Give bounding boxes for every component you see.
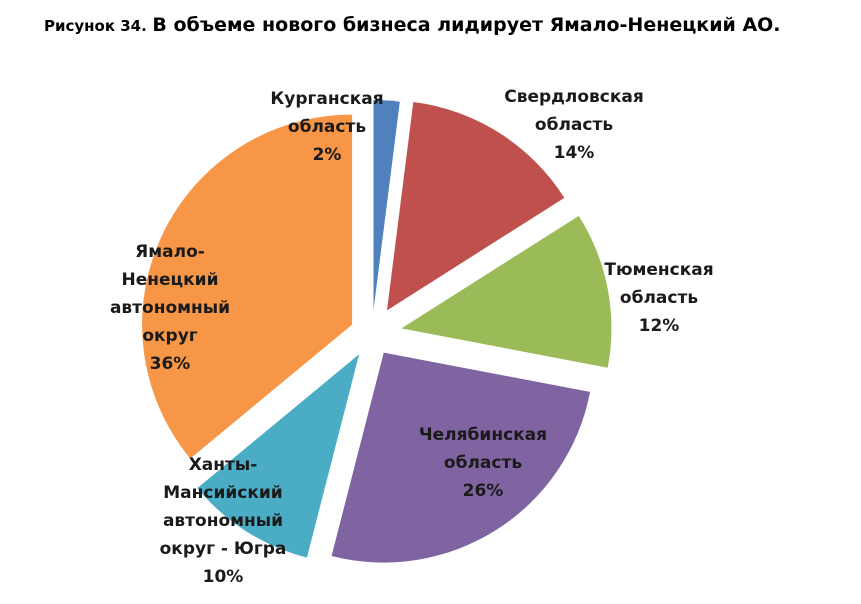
slice-label-line: автономный [110, 298, 230, 318]
slice-label: Ямало- Ненецкий автономный округ 36% [110, 242, 230, 374]
slice-label: Тюменская область 12% [604, 260, 713, 336]
slice-label-line: 26% [463, 481, 504, 501]
slice-label-line: 10% [203, 567, 244, 587]
pie-slice [197, 354, 360, 558]
slice-label-line: 14% [554, 143, 595, 163]
slice-label-line: 12% [639, 316, 680, 336]
slice-label-line: округ [142, 326, 197, 346]
slice-label-line: область [535, 115, 613, 135]
slice-label-line: Мансийский [163, 483, 282, 503]
slice-label: Челябинская область 26% [419, 425, 547, 501]
slice-label: Ханты- Мансийский автономный округ - Югра 10… [160, 455, 287, 587]
pie-slice [373, 100, 400, 311]
slice-label-line: автономный [163, 511, 283, 531]
slice-label: Курганская область 2% [270, 89, 383, 165]
slice-label-line: 2% [313, 145, 342, 165]
slice-label-line: область [288, 117, 366, 137]
pie-slice [401, 215, 612, 368]
slice-label-line: Свердловская [504, 87, 644, 107]
slice-label-line: Тюменская [604, 260, 713, 280]
figure-title: Рисунок 34. В объеме нового бизнеса лиди… [44, 14, 781, 36]
pie-slice [387, 102, 565, 311]
slice-label-line: Ямало- [135, 242, 205, 262]
slice-label-line: Ненецкий [122, 270, 219, 290]
slice-label-line: Челябинская [419, 425, 547, 445]
slice-label-line: область [444, 453, 522, 473]
slice-label-line: Ханты- [189, 455, 258, 475]
figure-caption: В объеме нового бизнеса лидирует Ямало-Н… [152, 14, 781, 36]
slice-label-line: Курганская [270, 89, 383, 109]
slice-label-line: 36% [150, 354, 191, 374]
pie-slice [142, 114, 353, 459]
slice-label-line: округ - Югра [160, 539, 287, 559]
slice-label: Свердловская область 14% [504, 87, 644, 163]
pie-slice [331, 352, 591, 563]
figure-number: Рисунок 34. [44, 17, 147, 35]
slice-label-line: область [620, 288, 698, 308]
